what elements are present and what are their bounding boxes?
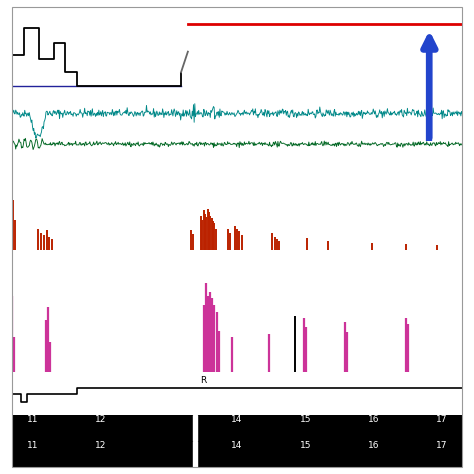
Text: 11: 11 — [27, 415, 38, 424]
Text: 16: 16 — [368, 415, 379, 424]
Text: 12: 12 — [95, 441, 106, 450]
Text: 15: 15 — [300, 415, 311, 424]
Text: 15: 15 — [300, 441, 311, 450]
Text: 11: 11 — [27, 441, 38, 450]
Text: 17: 17 — [436, 415, 447, 424]
Text: 17: 17 — [436, 441, 447, 450]
Text: 12: 12 — [95, 415, 106, 424]
Text: 16: 16 — [368, 441, 379, 450]
Text: 14: 14 — [231, 441, 243, 450]
FancyArrowPatch shape — [423, 37, 436, 138]
Bar — [193, 441, 198, 467]
Text: R: R — [200, 376, 206, 385]
Bar — [193, 415, 198, 441]
Text: 14: 14 — [231, 415, 243, 424]
